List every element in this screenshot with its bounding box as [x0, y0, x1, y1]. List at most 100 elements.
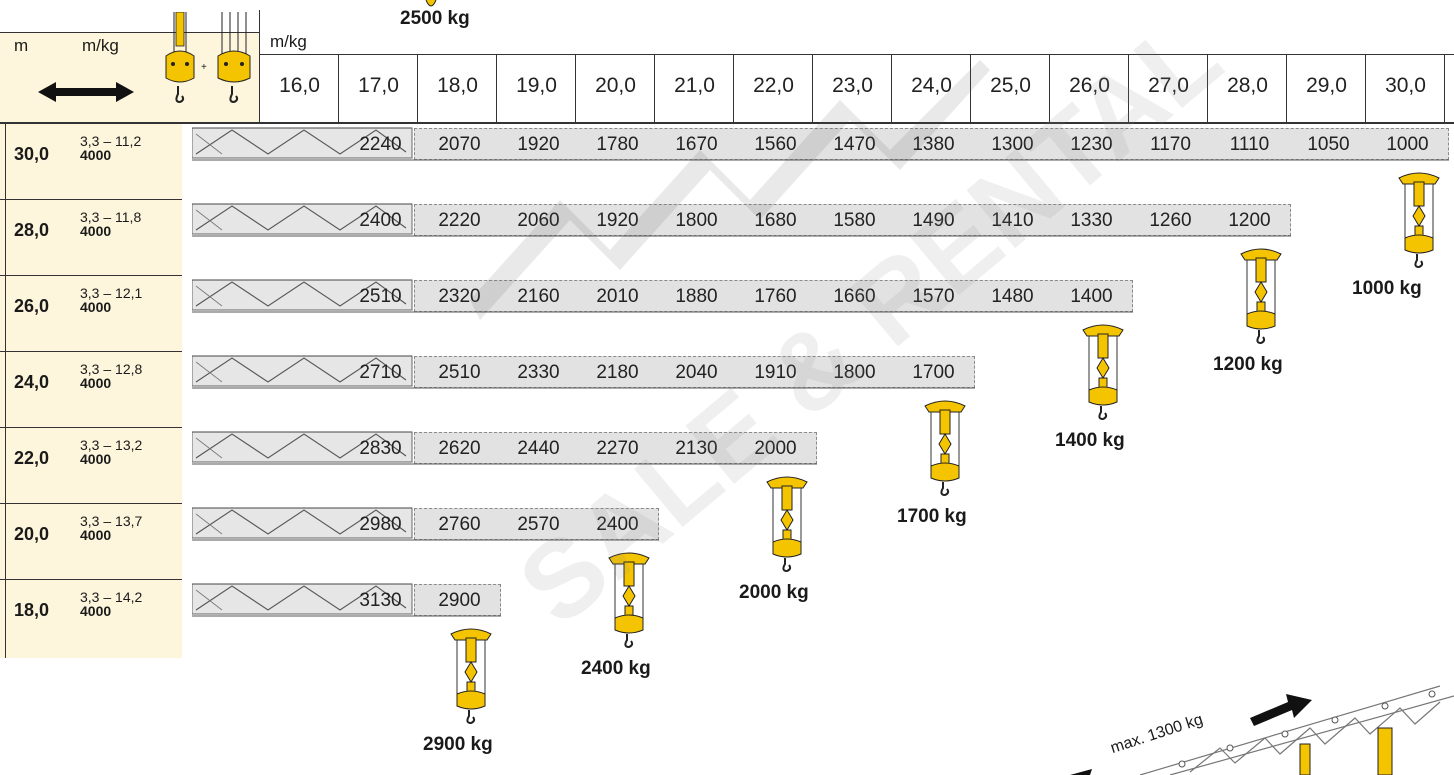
end-hook: [763, 472, 811, 577]
header-mkg-label: m/kg: [82, 36, 119, 55]
load-value: 1560: [754, 134, 797, 155]
jib-length: 20,0: [14, 524, 50, 544]
load-value: 2760: [438, 514, 481, 535]
length-column-background: [0, 124, 182, 658]
radius-col-divider: [1128, 54, 1129, 122]
load-value: 2320: [438, 286, 481, 307]
row-separator: [0, 427, 182, 428]
load-value: 2270: [596, 438, 639, 459]
load-value: 2510: [359, 286, 402, 307]
radius-col-divider: [733, 54, 734, 122]
max-load-range: 3,3 – 13,7 4000: [80, 514, 142, 542]
end-load-label: 1700 kg: [897, 506, 967, 527]
load-value: 1920: [517, 134, 560, 155]
hook-block-icon: [924, 400, 966, 497]
radius-value: 19,0: [516, 74, 557, 97]
load-value: 1780: [596, 134, 639, 155]
radius-value: 30,0: [1385, 74, 1426, 97]
load-value: 2000: [754, 438, 797, 459]
load-value: 2040: [675, 362, 718, 383]
load-value: 1110: [1229, 134, 1270, 155]
jib-bar: [414, 508, 659, 540]
load-value: 1680: [754, 210, 797, 231]
radius-value: 17,0: [358, 74, 399, 97]
radius-col-divider: [1049, 54, 1050, 122]
load-value: 2010: [596, 286, 639, 307]
load-value: 2900: [438, 590, 481, 611]
radius-col-divider: [1286, 54, 1287, 122]
jib-length: 24,0: [14, 372, 50, 392]
jib-length: 26,0: [14, 296, 50, 316]
jib-bar: [414, 128, 1449, 160]
load-value: 2130: [675, 438, 718, 459]
load-value: 2830: [359, 438, 402, 459]
double-hook-icon: [217, 12, 251, 104]
load-value: 2240: [359, 134, 402, 155]
end-load-label: 2400 kg: [581, 658, 651, 679]
top-hook-stub: [425, 0, 437, 7]
range-text: 3,3 – 12,1: [80, 285, 143, 301]
load-value: 1300: [991, 134, 1034, 155]
radius-value: 27,0: [1148, 74, 1189, 97]
radius-value: 20,0: [595, 74, 636, 97]
row-separator: [0, 579, 182, 580]
jib-length: 30,0: [14, 144, 50, 164]
jib-truss-icon: [192, 507, 659, 541]
header-m-label: m: [14, 36, 29, 55]
end-hook: [1237, 244, 1285, 349]
load-value: 2620: [438, 438, 481, 459]
load-value: 2710: [359, 362, 402, 383]
end-load-label: 1400 kg: [1055, 430, 1125, 451]
header-divider: [259, 10, 260, 124]
radius-col-divider: [496, 54, 497, 122]
radius-value: 28,0: [1227, 74, 1268, 97]
max-load-text: 4000: [80, 375, 112, 391]
row-separator: [0, 351, 182, 352]
load-value: 2510: [438, 362, 481, 383]
end-load-label: 1000 kg: [1352, 278, 1422, 299]
hook-block-icon: [766, 476, 808, 573]
load-value: 2400: [359, 210, 402, 231]
load-value: 3130: [359, 590, 402, 611]
header-bottom-rule: [0, 122, 1454, 124]
radius-value: 18,0: [437, 74, 478, 97]
load-value: 1800: [675, 210, 718, 231]
load-value: 1920: [596, 210, 639, 231]
range-text: 3,3 – 11,2: [80, 133, 142, 149]
load-value: 1200: [1228, 210, 1271, 231]
max-load-range: 3,3 – 12,8 4000: [80, 362, 142, 390]
max-load-range: 3,3 – 11,2 4000: [80, 134, 141, 162]
load-value: 1880: [675, 286, 718, 307]
jib-length: 28,0: [14, 220, 50, 240]
load-value: 1050: [1307, 134, 1350, 155]
jib-length: 22,0: [14, 448, 50, 468]
load-value: 2070: [438, 134, 481, 155]
end-hook: [1079, 320, 1127, 425]
radius-col-divider: [575, 54, 576, 122]
radius-value: 26,0: [1069, 74, 1110, 97]
range-text: 3,3 – 13,2: [80, 437, 143, 453]
radius-col-divider: [417, 54, 418, 122]
load-value: 1480: [991, 286, 1034, 307]
plus-sign: +: [201, 62, 207, 73]
range-text: 3,3 – 14,2: [80, 589, 143, 605]
header-radius-rule: [260, 54, 1454, 55]
jib-truss-icon: [192, 431, 817, 465]
max-load-range: 3,3 – 14,2 4000: [80, 590, 142, 618]
row-separator: [0, 503, 182, 504]
load-value: 1410: [991, 210, 1034, 231]
max-load-text: 4000: [80, 299, 112, 315]
double-arrow-icon: [38, 82, 134, 102]
load-value: 2330: [517, 362, 560, 383]
load-row: 24,0 3,3 – 12,8 4000 2710 2510 2330 2180 2040 19…: [0, 352, 1454, 428]
max-load-text: 4000: [80, 147, 112, 163]
single-hook-icon: [165, 12, 195, 104]
load-value: 1570: [912, 286, 955, 307]
radius-value: 23,0: [832, 74, 873, 97]
hook-block-icon: [1082, 324, 1124, 421]
end-load-label: 2000 kg: [739, 582, 809, 603]
jib-bar: [414, 280, 1133, 312]
radius-col-divider: [1444, 54, 1445, 122]
load-value: 1260: [1149, 210, 1192, 231]
hook-block-icon: [450, 628, 492, 725]
